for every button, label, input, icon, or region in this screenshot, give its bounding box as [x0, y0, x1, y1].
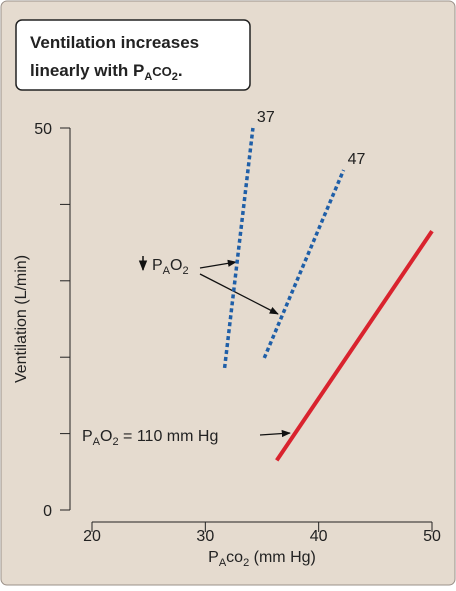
annotation: PAO2	[152, 257, 189, 277]
line-label: 47	[348, 151, 366, 168]
chart-title: linearly with PACO2.	[30, 61, 183, 83]
y-tick-label: 50	[34, 121, 52, 138]
chart-title: Ventilation increases	[30, 33, 199, 52]
annotation-arrow	[199, 273, 279, 315]
annotation-arrow	[259, 429, 291, 438]
x-tick-label: 30	[196, 528, 214, 545]
line	[222, 127, 255, 369]
annotation-arrow	[199, 259, 237, 269]
x-axis-label: PAco2 (mm Hg)	[208, 549, 316, 569]
y-tick-label: 0	[43, 503, 52, 520]
line-label: 37	[257, 109, 275, 126]
line	[275, 230, 434, 462]
y-axis-label: Ventilation (L/min)	[13, 255, 30, 383]
line	[262, 169, 346, 359]
title-box	[15, 19, 251, 91]
x-tick-label: 20	[83, 528, 101, 545]
annotation: PAO2 = 110 mm Hg	[82, 428, 218, 448]
x-tick-label: 50	[423, 528, 441, 545]
x-tick-label: 40	[310, 528, 328, 545]
